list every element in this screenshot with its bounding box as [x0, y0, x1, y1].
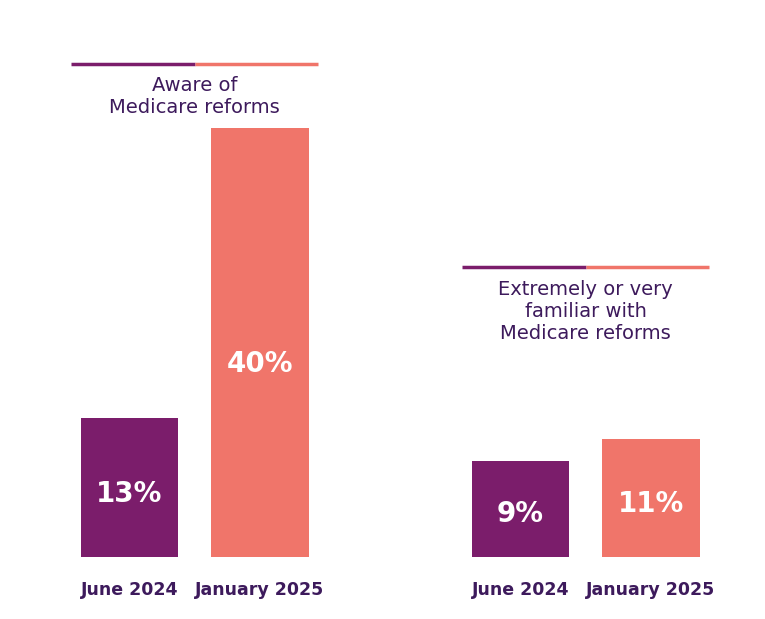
Bar [211, 128, 309, 557]
Text: 9%: 9% [497, 500, 544, 527]
Text: January 2025: January 2025 [586, 581, 715, 599]
Text: 13%: 13% [96, 480, 163, 508]
Text: 11%: 11% [617, 490, 684, 518]
Text: 40%: 40% [226, 350, 293, 378]
Bar [80, 418, 178, 557]
Text: June 2024: June 2024 [81, 581, 178, 599]
Text: Aware of
Medicare reforms: Aware of Medicare reforms [109, 76, 280, 118]
Text: June 2024: June 2024 [472, 581, 569, 599]
Text: Extremely or very
familiar with
Medicare reforms: Extremely or very familiar with Medicare… [498, 280, 673, 344]
Bar [471, 461, 569, 557]
Bar [602, 439, 700, 557]
Text: January 2025: January 2025 [195, 581, 324, 599]
